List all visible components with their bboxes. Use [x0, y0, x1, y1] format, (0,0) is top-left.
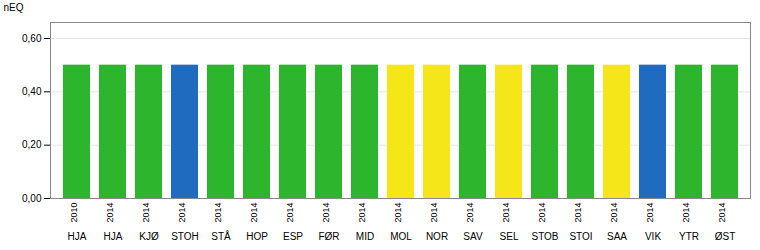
svg-text:SAA: SAA	[607, 231, 627, 242]
svg-text:STOI: STOI	[569, 231, 592, 242]
svg-text:2014: 2014	[681, 203, 691, 223]
svg-text:HOP: HOP	[246, 231, 268, 242]
svg-text:SAV: SAV	[463, 231, 483, 242]
svg-text:2014: 2014	[717, 203, 727, 223]
svg-text:nEQ: nEQ	[4, 2, 24, 13]
svg-text:2014: 2014	[321, 203, 331, 223]
svg-text:SEL: SEL	[500, 231, 519, 242]
svg-text:FØR: FØR	[318, 231, 339, 242]
svg-text:STÅ: STÅ	[211, 230, 231, 242]
svg-text:2014: 2014	[285, 203, 295, 223]
svg-text:ESP: ESP	[283, 231, 303, 242]
svg-text:2014: 2014	[213, 203, 223, 223]
svg-text:2014: 2014	[177, 203, 187, 223]
svg-text:YTR: YTR	[679, 231, 699, 242]
svg-text:2014: 2014	[429, 203, 439, 223]
svg-text:0,60: 0,60	[22, 33, 42, 44]
svg-text:STOB: STOB	[531, 231, 558, 242]
svg-text:2010: 2010	[69, 203, 79, 223]
svg-text:2014: 2014	[645, 203, 655, 223]
svg-text:VIK: VIK	[645, 231, 661, 242]
svg-text:2014: 2014	[465, 203, 475, 223]
svg-text:2014: 2014	[141, 203, 151, 223]
svg-text:2014: 2014	[357, 203, 367, 223]
svg-text:2014: 2014	[249, 203, 259, 223]
svg-text:STOH: STOH	[171, 231, 199, 242]
svg-text:NOR: NOR	[426, 231, 448, 242]
svg-text:ØST: ØST	[715, 231, 736, 242]
svg-text:0,00: 0,00	[22, 193, 42, 204]
svg-text:HJA: HJA	[104, 231, 123, 242]
svg-text:0,20: 0,20	[22, 139, 42, 150]
svg-text:2014: 2014	[609, 203, 619, 223]
svg-text:0,40: 0,40	[22, 86, 42, 97]
svg-text:KJØ: KJØ	[139, 231, 159, 242]
svg-text:2014: 2014	[501, 203, 511, 223]
svg-text:HJA: HJA	[68, 231, 87, 242]
svg-text:2014: 2014	[573, 203, 583, 223]
svg-text:MID: MID	[356, 231, 374, 242]
svg-text:MOL: MOL	[390, 231, 412, 242]
svg-text:2014: 2014	[393, 203, 403, 223]
svg-text:2014: 2014	[537, 203, 547, 223]
svg-text:2014: 2014	[105, 203, 115, 223]
